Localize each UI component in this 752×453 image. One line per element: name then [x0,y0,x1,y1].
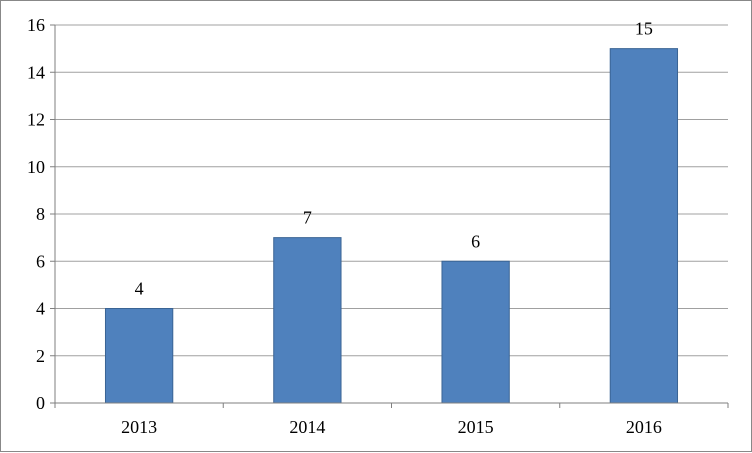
bars [104,48,679,404]
y-tick-labels: 0 2 4 6 8 10 12 14 16 [27,15,45,413]
y-tick-label: 14 [27,62,45,82]
axes [50,24,729,408]
data-label: 7 [303,208,312,228]
y-tick-label: 4 [36,299,45,319]
y-tick-label: 16 [27,15,45,35]
data-label: 6 [471,231,480,251]
bar-2013 [104,308,174,404]
x-category-labels: 2013 2014 2015 2016 [121,417,662,437]
bar-2015 [441,260,510,404]
x-category-label: 2016 [626,417,662,437]
x-category-label: 2014 [289,417,325,437]
data-label: 4 [135,279,144,299]
y-tick-label: 12 [27,110,45,130]
x-category-label: 2015 [458,417,494,437]
data-label: 15 [635,19,653,39]
y-tick-label: 10 [27,157,45,177]
bar-2014 [273,237,342,404]
y-tick-label: 8 [36,204,45,224]
y-tick-label: 6 [36,251,45,271]
data-labels: 4 7 6 15 [135,19,653,299]
y-tick-label: 2 [36,346,45,366]
bar-2016 [609,48,679,404]
y-tick-label: 0 [36,393,45,413]
x-category-label: 2013 [121,417,157,437]
